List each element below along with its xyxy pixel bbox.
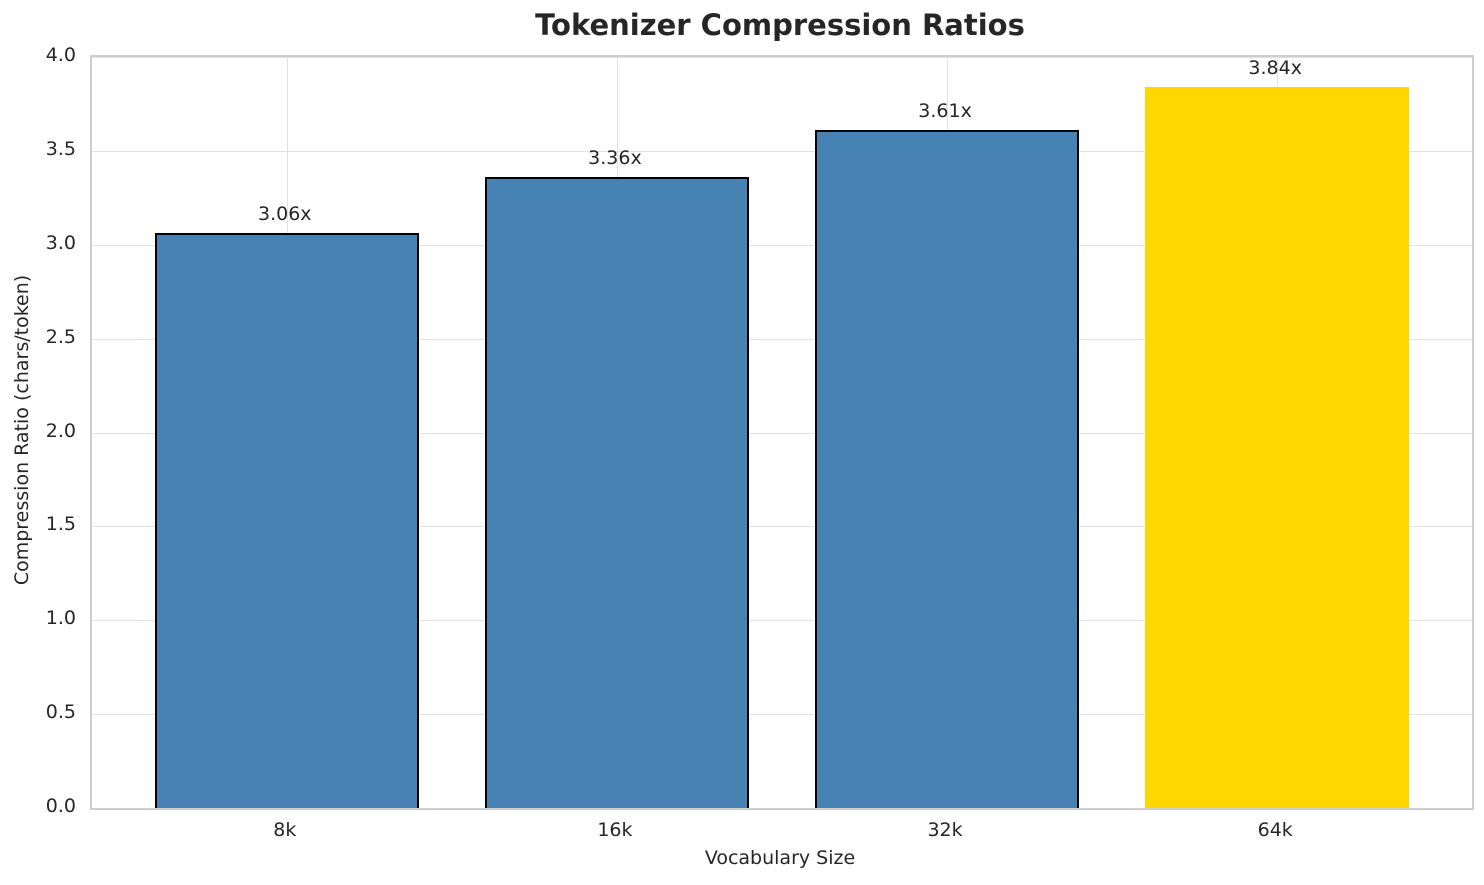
h-gridline [92,57,1472,58]
y-tick-label-1.5: 1.5 [45,513,76,536]
h-gridline [92,244,1472,246]
x-tick-label-16k: 16k [597,819,633,841]
plot-area [90,55,1474,810]
y-tick-label-0.0: 0.0 [45,795,76,817]
x-axis-label: Vocabulary Size [704,847,856,869]
bar-8k [154,233,419,808]
y-tick-label-2.5: 2.5 [45,325,76,348]
h-gridline [92,338,1472,340]
y-tick-label-4.0: 4.0 [45,44,76,66]
bar-value-label-8k: 3.06x [258,203,312,226]
h-gridline [92,150,1472,152]
bar-32k [815,130,1080,808]
h-gridline [92,432,1472,434]
bar-64k [1145,87,1410,808]
bar-value-label-16k: 3.36x [588,147,642,170]
bar-16k [484,177,749,808]
h-gridline [92,526,1472,528]
x-tick-label-32k: 32k [927,819,963,841]
x-tick-label-64k: 64k [1257,819,1293,841]
y-tick-label-3.0: 3.0 [45,231,76,254]
bar-value-label-64k: 3.84x [1248,57,1302,80]
chart-title: Tokenizer Compression Ratios [535,8,1025,42]
h-gridline [92,620,1472,622]
h-gridline [92,714,1472,716]
y-tick-label-2.0: 2.0 [45,419,76,442]
x-tick-label-8k: 8k [273,819,297,841]
y-tick-label-3.5: 3.5 [45,137,76,160]
bar-value-label-32k: 3.61x [918,100,972,123]
y-tick-label-0.5: 0.5 [45,701,76,724]
y-tick-label-1.0: 1.0 [45,607,76,630]
